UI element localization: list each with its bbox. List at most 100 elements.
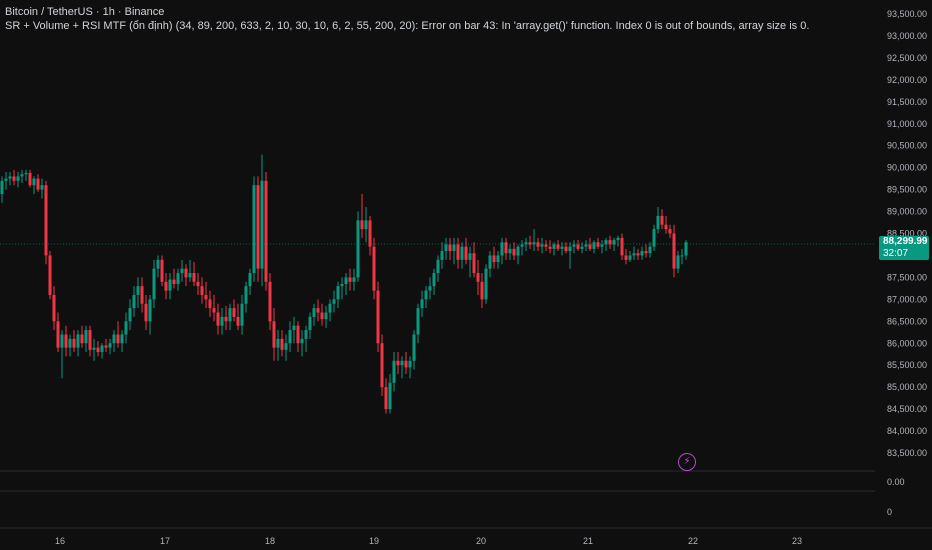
candle	[584, 240, 588, 252]
candle-body	[24, 172, 28, 175]
symbol-title[interactable]: Bitcoin / TetherUS · 1h · Binance	[5, 6, 165, 18]
candle-body	[284, 343, 288, 350]
candle	[144, 294, 148, 331]
price-tick-label: 92,500.00	[887, 53, 927, 63]
candle-body	[160, 259, 164, 282]
candle	[132, 286, 136, 317]
lightning-bolt-icon[interactable]: ⚡	[678, 453, 696, 471]
candle	[160, 255, 164, 287]
price-tick-label: 89,000.00	[887, 207, 927, 217]
candle	[572, 240, 576, 254]
candle-body	[100, 345, 104, 353]
candle-body	[636, 253, 640, 256]
candle-body	[496, 255, 500, 263]
candle-body	[500, 242, 504, 256]
candle	[100, 343, 104, 359]
candle-body	[156, 259, 160, 269]
candle-body	[612, 240, 616, 245]
sub-pane-label-2: 0	[887, 507, 892, 517]
candle	[408, 356, 412, 379]
candle	[356, 211, 360, 282]
candle-body	[168, 279, 172, 291]
price-tick-label: 91,000.00	[887, 119, 927, 129]
candle-body	[676, 255, 680, 269]
candle	[636, 248, 640, 260]
candle	[60, 330, 64, 379]
time-tick-label: 23	[792, 536, 802, 546]
candle-body	[40, 185, 44, 190]
candle-body	[212, 308, 216, 313]
candle-body	[388, 382, 392, 410]
candle-body	[396, 360, 400, 366]
candle	[32, 176, 36, 194]
candle	[236, 303, 240, 331]
candle-body	[60, 334, 64, 348]
candle-body	[656, 215, 660, 230]
time-tick-label: 19	[369, 536, 379, 546]
candle	[496, 251, 500, 269]
candle	[224, 305, 228, 331]
candle	[492, 246, 496, 269]
candle	[412, 330, 416, 370]
candle-body	[456, 244, 460, 260]
candle-body	[124, 321, 128, 335]
candle	[416, 303, 420, 344]
candle-body	[244, 286, 248, 304]
price-tick-label: 83,500.00	[887, 448, 927, 458]
candle	[640, 246, 644, 260]
candle-body	[444, 244, 448, 252]
candle	[176, 268, 180, 291]
candle	[192, 262, 196, 287]
candle-body	[520, 244, 524, 247]
candle	[616, 235, 620, 247]
candle-body	[0, 180, 4, 194]
candle	[364, 207, 368, 243]
candle	[112, 330, 116, 353]
candle-body	[224, 316, 228, 322]
candle-body	[148, 299, 152, 322]
candle	[276, 330, 280, 361]
candle-body	[104, 345, 108, 348]
candle	[672, 224, 676, 278]
candle-body	[360, 220, 364, 230]
candle	[500, 237, 504, 265]
candle	[268, 273, 272, 331]
candle-body	[448, 244, 452, 252]
candles-layer	[0, 154, 688, 414]
candle-body	[512, 248, 516, 256]
candle-body	[180, 268, 184, 274]
candle	[48, 251, 52, 300]
candle	[540, 237, 544, 254]
candle	[248, 268, 252, 295]
candle-body	[76, 334, 80, 348]
candle-body	[664, 224, 668, 230]
candle	[12, 169, 16, 186]
candle	[44, 180, 48, 265]
indicator-status[interactable]: SR + Volume + RSI MTF (ổn định) (34, 89,…	[5, 20, 810, 32]
candle-body	[604, 240, 608, 245]
candle-body	[312, 308, 316, 317]
candle	[336, 281, 340, 309]
candle-body	[356, 220, 360, 278]
candle-body	[32, 178, 36, 186]
candle-body	[488, 255, 492, 269]
candle	[264, 172, 268, 291]
candle	[384, 378, 388, 414]
price-tick-label: 89,500.00	[887, 185, 927, 195]
candle	[156, 255, 160, 278]
candle-body	[308, 316, 312, 331]
candle-body	[428, 286, 432, 291]
candle	[136, 277, 140, 309]
candle-body	[508, 248, 512, 254]
candle-body	[68, 338, 72, 348]
candle-body	[84, 330, 88, 344]
candle-body	[684, 242, 688, 256]
candle	[520, 240, 524, 256]
price-axis[interactable]: 93,500.00 93,000.00 92,500.00 92,000.00 91,5…	[887, 9, 927, 458]
candle-body	[252, 185, 256, 274]
candle-body	[608, 240, 612, 245]
time-axis[interactable]: 16 17 18 19 20 21 22 23	[55, 536, 802, 546]
candle-body	[544, 244, 548, 247]
candle	[476, 259, 480, 295]
